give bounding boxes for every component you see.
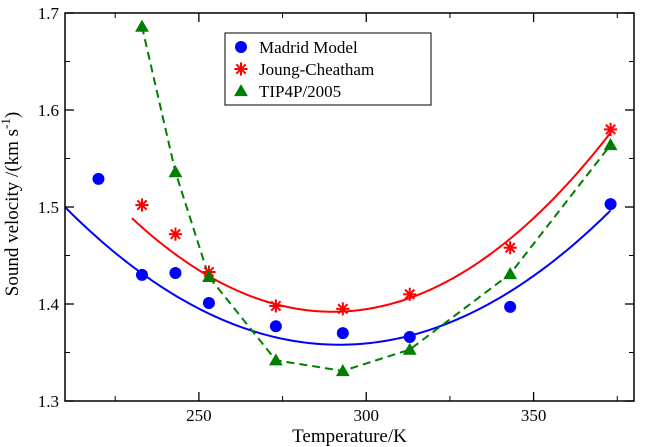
data-point (269, 320, 282, 333)
data-point (235, 41, 247, 53)
data-point (168, 227, 183, 241)
data-point (335, 364, 350, 377)
data-point (403, 287, 417, 301)
y-tick-labels: 1.3 1.4 1.5 1.6 1.7 (38, 4, 60, 411)
data-markers (92, 19, 618, 377)
legend-label: TIP4P/2005 (259, 82, 341, 101)
data-point (403, 330, 416, 343)
data-point (135, 268, 148, 281)
data-point (504, 300, 517, 313)
y-tick-label: 1.6 (38, 101, 59, 120)
data-point (503, 267, 518, 280)
legend-entry: Madrid Model (235, 38, 358, 57)
data-point (135, 19, 149, 32)
legend-label: Madrid Model (259, 38, 358, 57)
y-tick-label: 1.3 (38, 392, 59, 411)
y-axis-label-superscript: -1 (0, 118, 13, 129)
x-tick-label: 300 (353, 406, 379, 425)
data-point (92, 172, 105, 185)
data-point (336, 302, 350, 316)
legend-box (224, 32, 432, 106)
data-point (268, 353, 283, 366)
y-axis-label-main: Sound velocity /(km s (2, 129, 23, 296)
data-point (336, 327, 349, 340)
data-point (604, 198, 617, 211)
legend-entry: Joung-Cheatham (234, 60, 374, 79)
fit-curve (64, 206, 612, 346)
data-point (402, 342, 417, 355)
data-point (202, 297, 215, 310)
data-point (503, 241, 517, 255)
y-tick-label: 1.5 (38, 198, 59, 217)
legend-entry: TIP4P/2005 (234, 82, 341, 101)
data-point (135, 198, 149, 212)
data-point (603, 122, 618, 136)
data-point (202, 269, 216, 283)
data-point (168, 165, 183, 178)
data-point (169, 266, 182, 279)
legend: Madrid Model Joung-Cheatham TIP4P/2005 (224, 32, 432, 106)
legend-label: Joung-Cheatham (259, 60, 374, 79)
data-point (603, 138, 618, 151)
x-tick-label: 250 (186, 406, 212, 425)
axis-ticks (65, 12, 634, 402)
data-point (269, 299, 283, 313)
x-tick-labels: 250 300 350 (186, 406, 546, 425)
fit-curve (131, 132, 612, 313)
y-axis-label-close: ) (2, 112, 23, 118)
y-tick-label: 1.7 (38, 4, 60, 23)
x-tick-label: 350 (521, 406, 547, 425)
data-point (234, 62, 248, 76)
x-axis-label: Temperature/K (292, 426, 407, 447)
data-point (234, 84, 248, 97)
y-axis-label: Sound velocity /(km s-1) (0, 112, 23, 296)
y-tick-label: 1.4 (38, 295, 60, 314)
